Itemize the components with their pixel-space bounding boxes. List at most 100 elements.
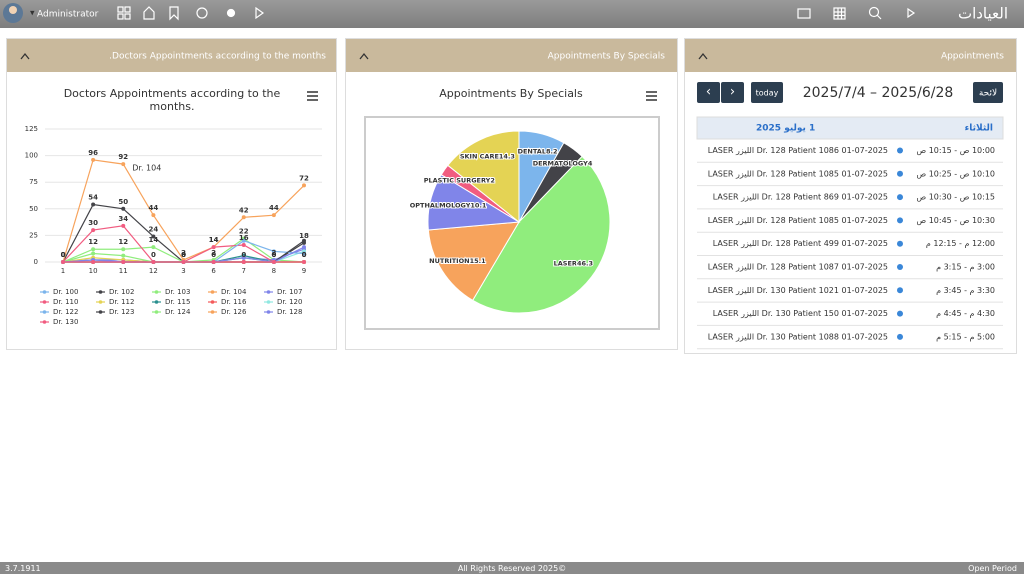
x-tick-label: 9 [302, 267, 306, 275]
pie-frame [364, 116, 660, 330]
event-title[interactable]: LASER الليزر Dr. 128 Patient 1085 01-07-… [708, 169, 888, 178]
event-title[interactable]: LASER الليزر Dr. 128 Patient 1086 01-07-… [708, 146, 888, 155]
legend-label[interactable]: Dr. 130 [53, 318, 78, 326]
version: 3.7.1911 [5, 564, 41, 573]
next-label: › [730, 85, 735, 100]
user-caret: ▾ [30, 9, 35, 19]
point [211, 245, 216, 250]
data-label: 72 [299, 174, 309, 182]
icon-settings[interactable] [196, 7, 208, 19]
legend-label[interactable]: Dr. 120 [277, 298, 302, 306]
data-label: 18 [299, 232, 309, 240]
legend-label[interactable]: Dr. 104 [221, 288, 247, 296]
point [151, 213, 156, 218]
data-label: 2 [211, 249, 216, 257]
point [241, 215, 246, 220]
slice-value: 46.3 [577, 259, 593, 267]
legend-label[interactable]: Dr. 112 [109, 298, 134, 306]
event-title[interactable]: LASER الليزر Dr. 128 Patient 1085 01-07-… [708, 216, 888, 225]
legend-label[interactable]: Dr. 115 [165, 298, 190, 306]
event-title[interactable]: LASER الليزر Dr. 128 Patient 869 01-07-2… [713, 193, 888, 202]
point [61, 260, 65, 264]
point [302, 183, 306, 188]
legend-label[interactable]: Dr. 123 [109, 308, 134, 316]
chart-menu[interactable] [307, 91, 318, 101]
event-title[interactable]: LASER الليزر Dr. 130 Patient 1088 01-07-… [708, 332, 888, 341]
legend-label[interactable]: Dr. 107 [277, 288, 302, 296]
event-time: 5:00 م - 5:15 م [936, 332, 995, 341]
collapse-icon[interactable] [359, 52, 369, 60]
point [302, 245, 306, 250]
legend-label[interactable]: Dr. 103 [165, 288, 190, 296]
slice-label: PLASTIC SURGERY2 [424, 176, 495, 184]
event-dot [897, 264, 903, 270]
icon-home[interactable] [143, 6, 155, 20]
legend-label[interactable]: Dr. 102 [109, 288, 134, 296]
prev-button[interactable] [697, 82, 720, 103]
today-label: today [756, 89, 779, 98]
app-title: العيادات [958, 5, 1008, 23]
x-tick-label: 6 [211, 267, 216, 275]
icon-bookmark[interactable] [169, 6, 179, 21]
legend-symbol [210, 310, 215, 314]
event-title[interactable]: LASER الليزر Dr. 130 Patient 1021 01-07-… [708, 286, 888, 295]
point [151, 260, 156, 264]
slice-value: 15.1 [470, 257, 487, 265]
list-button[interactable] [973, 82, 1003, 103]
data-label: 30 [88, 219, 98, 227]
event-title[interactable]: LASER الليزر Dr. 128 Patient 1087 01-07-… [708, 263, 888, 272]
event-title[interactable]: LASER الليزر Dr. 128 Patient 499 01-07-2… [713, 239, 888, 248]
legend-symbol [42, 310, 47, 314]
chart-title: Appointments By Specials [439, 87, 583, 100]
event-dot [897, 217, 903, 224]
slice-value: 2 [490, 176, 495, 184]
icon-briefcase[interactable] [797, 8, 811, 19]
legend-symbol [154, 290, 159, 294]
legend-label[interactable]: Dr. 122 [53, 308, 78, 316]
user-name[interactable]: Administrator [37, 10, 99, 20]
data-label: 44 [149, 204, 159, 212]
icon-dot[interactable] [226, 8, 236, 18]
panel-header [7, 39, 336, 72]
day-date: 1 يوليو 2025 [756, 124, 815, 134]
x-tick-label: 1 [61, 267, 65, 275]
slice-label: OPTHALMOLOGY10.1 [410, 201, 487, 209]
legend-symbol [98, 310, 103, 314]
event-dot [897, 194, 903, 201]
icon-play-right[interactable] [907, 7, 916, 19]
point [121, 247, 126, 252]
point [121, 260, 126, 264]
next-button[interactable] [721, 82, 744, 103]
slice-label: NUTRITION15.1 [429, 257, 486, 265]
collapse-icon[interactable] [20, 52, 30, 60]
icon-play[interactable] [255, 6, 265, 20]
data-label: 0 [271, 251, 276, 259]
slice-value: 4 [588, 160, 593, 168]
legend-label[interactable]: Dr. 126 [221, 308, 247, 316]
chart-menu[interactable] [646, 91, 657, 101]
event-dot [897, 170, 903, 177]
data-label: 34 [118, 215, 128, 223]
chart-title: months. [150, 100, 195, 113]
icon-table[interactable] [833, 7, 846, 20]
icon-search[interactable] [868, 6, 880, 18]
slice-name: PLASTIC SURGERY [424, 176, 491, 184]
point [151, 245, 156, 250]
icon-grid[interactable] [117, 6, 124, 13]
collapse-icon[interactable] [698, 52, 708, 60]
data-label: 54 [88, 194, 98, 202]
legend-label[interactable]: Dr. 116 [221, 298, 247, 306]
today-button[interactable] [751, 82, 783, 103]
legend-symbol [42, 320, 47, 324]
x-tick-label: 8 [272, 267, 276, 275]
legend-label[interactable]: Dr. 110 [53, 298, 78, 306]
legend-label[interactable]: Dr. 124 [165, 308, 191, 316]
slice-label: DENTAL8.2 [518, 148, 558, 156]
data-label: 0 [271, 251, 276, 259]
event-title[interactable]: LASER الليزر Dr. 130 Patient 150 01-07-2… [713, 309, 888, 318]
legend-label[interactable]: Dr. 100 [53, 288, 78, 296]
x-tick-label: 3 [181, 267, 185, 275]
legend-label[interactable]: Dr. 128 [277, 308, 302, 316]
data-label: 0 [151, 251, 156, 259]
panel-header [685, 39, 1016, 72]
